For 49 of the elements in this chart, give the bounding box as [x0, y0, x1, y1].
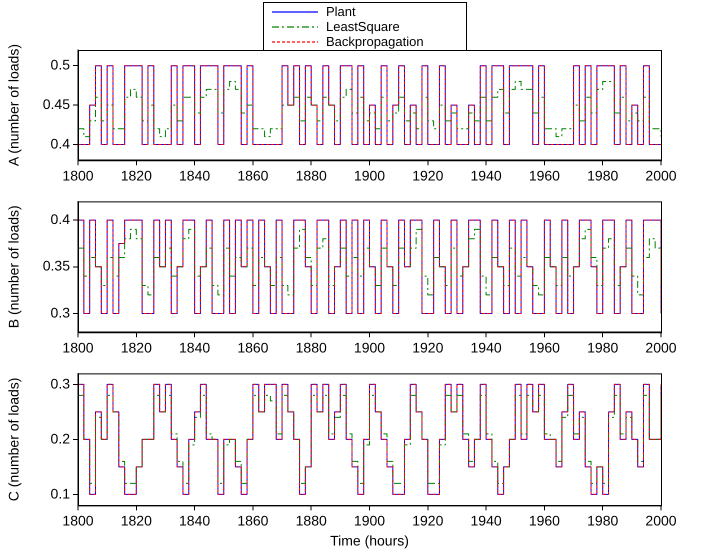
legend-label: Plant: [326, 4, 356, 19]
x-tick-label: 1940: [470, 339, 502, 356]
x-tick-label: 1800: [62, 167, 94, 184]
x-tick-label: 1800: [62, 512, 94, 529]
x-tick-label: 1880: [296, 339, 327, 356]
x-tick-label: 1840: [179, 167, 210, 184]
x-tick-label: 1960: [528, 512, 560, 529]
x-tick-label: 1940: [470, 512, 502, 529]
x-tick-label: 1880: [296, 512, 327, 529]
x-tick-label: 1900: [354, 339, 386, 356]
x-tick-label: 2000: [645, 167, 677, 184]
x-tick-label: 1820: [120, 512, 152, 529]
y-tick-label: 0.1: [50, 485, 70, 502]
x-tick-label: 1860: [237, 167, 269, 184]
x-tick-label: 1960: [528, 167, 560, 184]
x-tick-label: 1920: [412, 339, 444, 356]
x-tick-label: 1800: [62, 339, 94, 356]
y-tick-label: 0.45: [42, 96, 70, 112]
x-tick-label: 2000: [645, 512, 677, 529]
legend-label: LeastSquare: [326, 19, 400, 34]
x-tick-label: 1980: [587, 512, 618, 529]
x-tick-label: 1820: [120, 167, 152, 184]
x-tick-label: 1900: [354, 167, 386, 184]
y-axis-title: A (number of loads): [5, 44, 22, 166]
x-tick-label: 1980: [587, 167, 618, 184]
y-tick-label: 0.3: [50, 304, 70, 320]
x-tick-label: 1960: [528, 339, 560, 356]
y-axis-title: B (number of loads): [5, 205, 22, 328]
x-tick-label: 1880: [296, 167, 327, 184]
x-tick-label: 1980: [587, 339, 618, 356]
x-tick-label: 1900: [354, 512, 386, 529]
y-tick-label: 0.35: [42, 258, 70, 274]
y-tick-label: 0.2: [50, 430, 70, 446]
y-axis-title: C (number of loads): [5, 378, 22, 502]
legend-label: Backpropagation: [326, 34, 424, 49]
y-tick-label: 0.3: [50, 375, 70, 392]
y-tick-label: 0.5: [50, 56, 70, 73]
y-tick-label: 0.4: [50, 135, 70, 152]
x-tick-label: 1820: [120, 339, 152, 356]
x-tick-label: 1920: [412, 167, 444, 184]
x-tick-label: 1840: [179, 339, 210, 356]
x-tick-label: 1860: [237, 512, 269, 529]
x-tick-label: 1860: [237, 339, 269, 356]
x-tick-label: 1940: [470, 167, 502, 184]
x-tick-label: 2000: [645, 339, 677, 356]
x-tick-label: 1840: [179, 512, 210, 529]
x-tick-label: 1920: [412, 512, 444, 529]
x-axis-title: Time (hours): [330, 532, 409, 548]
y-tick-label: 0.4: [50, 210, 70, 227]
